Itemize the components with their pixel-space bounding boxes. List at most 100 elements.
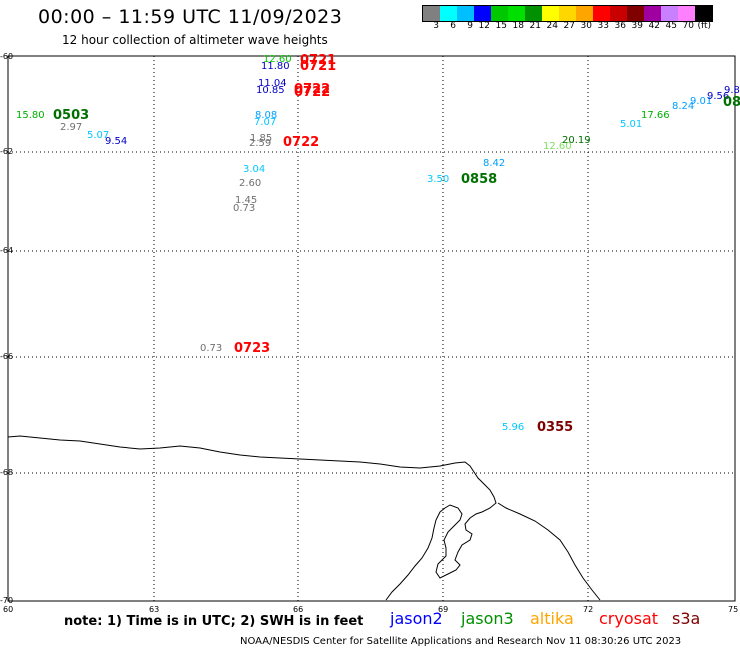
legend-jason2: jason2 <box>390 609 443 628</box>
wave-height-label: 7.07 <box>254 117 277 128</box>
color-scale-label: 33 <box>597 21 609 31</box>
color-scale-labels: 3 6 9 12 15 18 21 24 27 30 33 36 39 42 45 70 (ft) <box>422 21 711 31</box>
wave-height-label: 9.8 <box>724 85 740 96</box>
pass-time-label: 0503 <box>53 108 90 123</box>
lon-label: 66 <box>293 605 304 614</box>
color-scale-label: 9 <box>467 21 473 31</box>
wave-height-label: 1.45 <box>235 195 258 206</box>
wave-height-label: 0.73 <box>233 203 256 214</box>
color-swatch <box>661 6 678 21</box>
color-swatch <box>559 6 576 21</box>
wave-height-label: 2.60 <box>239 178 262 189</box>
color-swatch <box>695 6 712 21</box>
color-scale-label: 70 <box>682 21 694 31</box>
color-swatch <box>593 6 610 21</box>
color-swatch <box>457 6 474 21</box>
lat-label: -62 <box>0 147 14 156</box>
lat-label: -70 <box>0 596 14 605</box>
wave-height-label: 15.80 <box>16 110 45 121</box>
lon-label: 75 <box>728 605 739 614</box>
color-scale-bar <box>422 5 713 22</box>
wave-height-label: 3.04 <box>243 164 266 175</box>
legend-altika: altika <box>530 609 574 628</box>
color-swatch <box>542 6 559 21</box>
color-scale-label: 12 <box>478 21 490 31</box>
wave-height-label: 0.73 <box>200 343 223 354</box>
color-scale-label: (ft) <box>697 21 711 31</box>
footer-credit: NOAA/NESDIS Center for Satellite Applica… <box>240 636 682 647</box>
color-swatch <box>576 6 593 21</box>
lat-label: -66 <box>0 352 14 361</box>
color-scale-label: 39 <box>631 21 643 31</box>
pass-time-label: 0858 <box>461 172 498 187</box>
color-scale-label: 21 <box>529 21 541 31</box>
color-swatch <box>440 6 457 21</box>
color-scale-label: 45 <box>665 21 677 31</box>
graticule <box>8 56 735 601</box>
pass-time-label: 0722 <box>283 135 320 150</box>
coastline-east <box>497 502 601 601</box>
lat-label: -68 <box>0 468 14 477</box>
pass-time-label: 0721 <box>300 59 337 74</box>
wave-height-label: 8.42 <box>483 158 506 169</box>
pass-time-label: 0722 <box>294 85 331 100</box>
color-scale-label: 18 <box>512 21 524 31</box>
pass-time-label: 08 <box>723 95 740 110</box>
color-swatch <box>423 6 440 21</box>
pass-time-label: 0721 <box>300 53 337 68</box>
color-scale-label: 36 <box>614 21 626 31</box>
color-scale-label: 3 <box>433 21 439 31</box>
wave-height-label: 10.85 <box>256 85 285 96</box>
wave-height-label: 3.50 <box>427 174 450 185</box>
lon-label: 69 <box>438 605 449 614</box>
note-text: note: 1) Time is in UTC; 2) SWH is in fe… <box>64 614 364 629</box>
wave-height-label: 11.80 <box>261 61 290 72</box>
pass-time-label: 0723 <box>234 341 271 356</box>
wave-height-label: 8.08 <box>255 110 278 121</box>
wave-height-label: 5.01 <box>620 119 643 130</box>
wave-height-label: 9.01 <box>690 96 713 107</box>
legend-s3a: s3a <box>672 609 701 628</box>
map-subtitle: 12 hour collection of altimeter wave hei… <box>62 33 328 47</box>
wave-height-label: 5.07 <box>87 130 110 141</box>
map-title: 00:00 – 11:59 UTC 11/09/2023 <box>38 6 343 28</box>
lat-label: -60 <box>0 52 14 61</box>
wave-height-label: 5.96 <box>502 422 525 433</box>
color-scale-label: 24 <box>546 21 558 31</box>
wave-height-label: 20.19 <box>562 135 591 146</box>
lat-label: -64 <box>0 246 14 255</box>
lon-label: 72 <box>583 605 594 614</box>
color-scale-label: 42 <box>648 21 660 31</box>
wave-height-label: 9.54 <box>105 136 128 147</box>
wave-height-label: 9.56 <box>707 91 730 102</box>
color-swatch <box>678 6 695 21</box>
color-swatch <box>491 6 508 21</box>
wave-height-label: 8.24 <box>672 101 695 112</box>
legend-cryosat: cryosat <box>599 609 659 628</box>
color-scale-label: 27 <box>563 21 575 31</box>
wave-height-label: 17.66 <box>641 110 670 121</box>
legend-jason3: jason3 <box>461 609 514 628</box>
lon-label: 63 <box>149 605 160 614</box>
wave-height-label: 12.60 <box>263 54 292 65</box>
pass-time-label: 0355 <box>537 420 574 435</box>
color-swatch <box>610 6 627 21</box>
color-scale-label: 6 <box>450 21 456 31</box>
wave-height-label: 11.04 <box>258 78 287 89</box>
color-swatch <box>508 6 525 21</box>
color-swatch <box>474 6 491 21</box>
color-swatch <box>525 6 542 21</box>
color-swatch <box>644 6 661 21</box>
wave-height-label: 2.97 <box>60 122 83 133</box>
map-frame <box>7 55 736 602</box>
color-swatch <box>627 6 644 21</box>
lon-label: 60 <box>3 605 14 614</box>
wave-height-label: 2.59 <box>249 138 272 149</box>
color-scale-label: 15 <box>495 21 507 31</box>
wave-height-label: 12.60 <box>543 141 572 152</box>
color-scale-label: 30 <box>580 21 592 31</box>
wave-height-label: 1.85 <box>250 133 273 144</box>
coastline <box>7 435 497 601</box>
pass-time-label: 0722 <box>294 82 331 97</box>
